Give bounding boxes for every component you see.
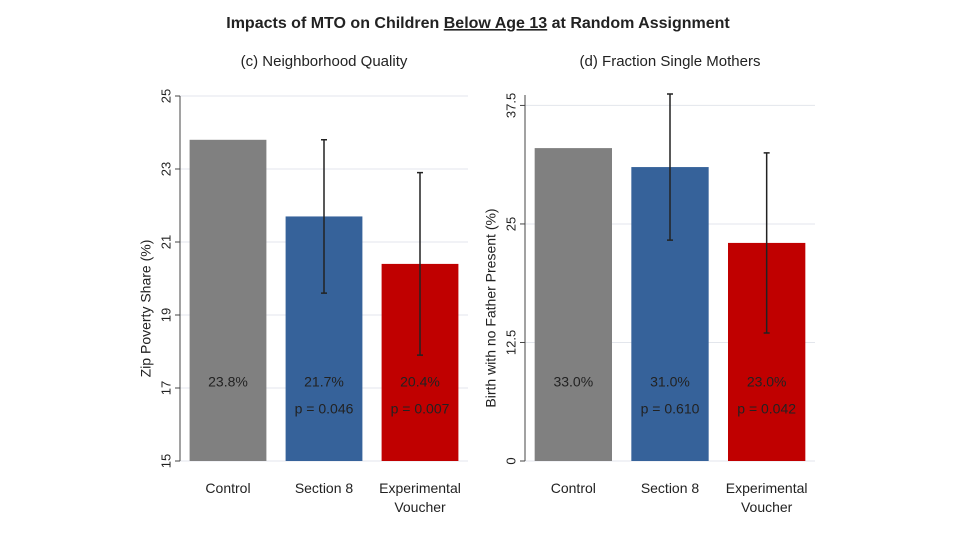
y-tick-label: 17 xyxy=(158,381,173,395)
x-tick-label: Section 8 xyxy=(294,480,354,496)
p-value-label: p = 0.046 xyxy=(295,401,354,417)
x-tick-label: Experimental Voucher xyxy=(725,480,808,515)
y-tick-label: 37.5 xyxy=(503,93,518,118)
x-tick-label: Control xyxy=(550,480,596,496)
error-bar xyxy=(763,152,770,334)
value-label: 21.7% xyxy=(304,374,344,390)
y-tick-label: 19 xyxy=(158,308,173,322)
x-tick-label: Control xyxy=(205,480,251,496)
x-tick-label: Experimental Voucher xyxy=(379,480,461,515)
y-tick-label: 25 xyxy=(503,217,518,231)
y-tick-label: 12.5 xyxy=(503,330,518,355)
y-axis-label: Birth with no Father Present (%) xyxy=(483,208,499,407)
x-tick-label: Section 8 xyxy=(640,480,700,496)
value-label: 33.0% xyxy=(553,374,593,390)
error-bar xyxy=(321,139,327,294)
error-bar xyxy=(667,93,673,241)
bar xyxy=(189,139,267,462)
y-tick-label: 23 xyxy=(158,162,173,176)
value-label: 20.4% xyxy=(400,374,440,390)
panel-title: (c) Neighborhood Quality xyxy=(241,53,408,70)
p-value-label: p = 0.007 xyxy=(391,401,450,417)
value-label: 31.0% xyxy=(650,374,690,390)
value-label: 23.8% xyxy=(208,374,248,390)
y-tick-label: 0 xyxy=(503,457,518,464)
bar xyxy=(534,148,612,461)
y-tick-label: 15 xyxy=(158,454,173,468)
title-part: Impacts of MTO on Children xyxy=(226,15,439,32)
p-value-label: p = 0.042 xyxy=(737,401,796,417)
y-tick-label: 25 xyxy=(158,89,173,103)
value-label: 23.0% xyxy=(747,374,787,390)
y-tick-label: 21 xyxy=(158,235,173,249)
title-part: Below Age 13 xyxy=(444,15,548,32)
title-part: at Random Assignment xyxy=(552,15,731,32)
panel-title: (d) Fraction Single Mothers xyxy=(580,53,761,70)
p-value-label: p = 0.610 xyxy=(641,401,700,417)
error-bar xyxy=(417,171,423,356)
page-title: Impacts of MTO on Children Below Age 13 … xyxy=(226,15,730,32)
y-axis-label: Zip Poverty Share (%) xyxy=(138,240,154,378)
